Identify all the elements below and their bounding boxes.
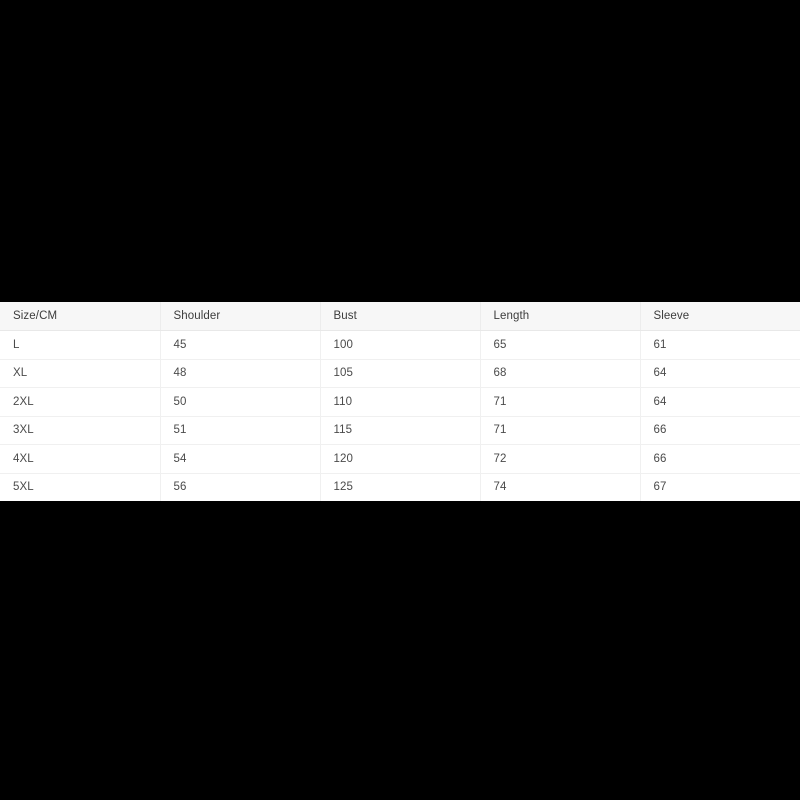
- cell-shoulder: 50: [160, 387, 321, 417]
- table-row: L 45 100 65 61: [0, 330, 800, 360]
- cell-shoulder: 54: [160, 444, 321, 474]
- cell-sleeve: 64: [640, 359, 800, 388]
- cell-sleeve: 67: [640, 473, 800, 501]
- column-header-shoulder: Shoulder: [160, 302, 321, 331]
- cell-sleeve: 64: [640, 387, 800, 417]
- cell-bust: 120: [320, 444, 481, 474]
- cell-shoulder: 51: [160, 416, 321, 445]
- cell-length: 72: [480, 444, 641, 474]
- cell-size: XL: [0, 359, 161, 388]
- size-chart-table: Size/CM Shoulder Bust Length Sleeve L 45…: [0, 302, 800, 501]
- table-row: 3XL 51 115 71 66: [0, 416, 800, 445]
- cell-bust: 115: [320, 416, 481, 445]
- table-row: XL 48 105 68 64: [0, 359, 800, 388]
- cell-length: 65: [480, 330, 641, 360]
- column-header-size: Size/CM: [0, 302, 161, 331]
- column-header-length: Length: [480, 302, 641, 331]
- cell-sleeve: 61: [640, 330, 800, 360]
- cell-size: 5XL: [0, 473, 161, 501]
- size-chart-container: Size/CM Shoulder Bust Length Sleeve L 45…: [0, 302, 800, 501]
- cell-length: 71: [480, 416, 641, 445]
- cell-size: L: [0, 330, 161, 360]
- cell-bust: 125: [320, 473, 481, 501]
- cell-size: 3XL: [0, 416, 161, 445]
- table-row: 5XL 56 125 74 67: [0, 473, 800, 501]
- cell-sleeve: 66: [640, 444, 800, 474]
- table-row: 4XL 54 120 72 66: [0, 444, 800, 474]
- cell-length: 71: [480, 387, 641, 417]
- table-header-row: Size/CM Shoulder Bust Length Sleeve: [0, 302, 800, 331]
- cell-size: 2XL: [0, 387, 161, 417]
- cell-sleeve: 66: [640, 416, 800, 445]
- cell-bust: 105: [320, 359, 481, 388]
- size-chart-header: Size/CM Shoulder Bust Length Sleeve: [0, 302, 800, 331]
- cell-length: 74: [480, 473, 641, 501]
- size-chart-body: L 45 100 65 61 XL 48 105 68 64 2XL 50 11…: [0, 330, 800, 501]
- cell-bust: 100: [320, 330, 481, 360]
- cell-shoulder: 45: [160, 330, 321, 360]
- column-header-sleeve: Sleeve: [640, 302, 800, 331]
- cell-shoulder: 48: [160, 359, 321, 388]
- column-header-bust: Bust: [320, 302, 481, 331]
- cell-length: 68: [480, 359, 641, 388]
- cell-shoulder: 56: [160, 473, 321, 501]
- cell-size: 4XL: [0, 444, 161, 474]
- table-row: 2XL 50 110 71 64: [0, 387, 800, 417]
- cell-bust: 110: [320, 387, 481, 417]
